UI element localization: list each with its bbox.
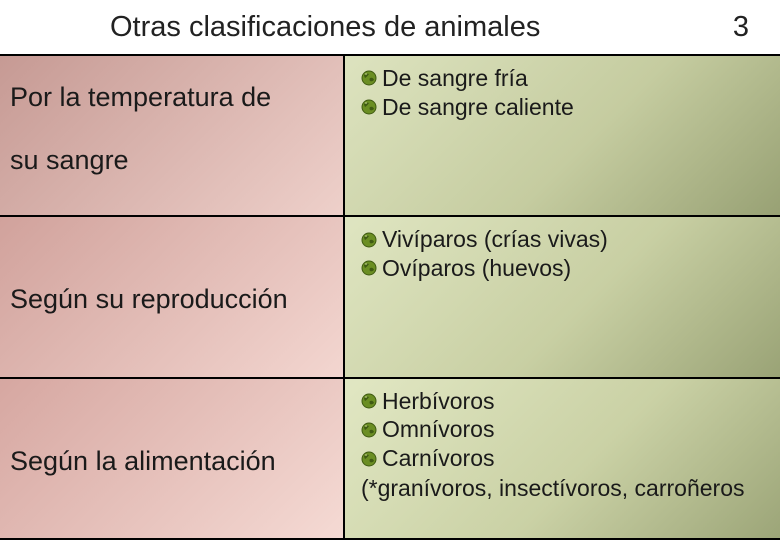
globe-icon bbox=[361, 99, 377, 115]
category-cell-food: Según la alimentación bbox=[0, 379, 345, 540]
slide-title: Otras clasificaciones de animales bbox=[0, 11, 702, 44]
globe-icon bbox=[361, 393, 377, 409]
category-cell-temperature: Por la temperatura de su sangre bbox=[0, 56, 345, 217]
item-text: Herbívoros bbox=[382, 387, 494, 416]
list-item: De sangre caliente bbox=[361, 93, 770, 122]
item-text: De sangre fría bbox=[382, 64, 528, 93]
category-label: Por la temperatura de bbox=[10, 72, 333, 123]
items-cell-temperature: De sangre fría De sangre caliente bbox=[345, 56, 780, 217]
list-item: Carnívoros bbox=[361, 444, 770, 473]
category-label: Según su reproducción bbox=[10, 274, 333, 325]
list-item: Omnívoros bbox=[361, 415, 770, 444]
bullet-list: Vivíparos (crías vivas) Ovíparos (huevos… bbox=[361, 225, 770, 283]
classification-table: Por la temperatura de su sangre De sangr… bbox=[0, 54, 780, 540]
category-cell-reproduction: Según su reproducción bbox=[0, 217, 345, 378]
item-text: Omnívoros bbox=[382, 415, 494, 444]
footnote-text: (*granívoros, insectívoros, carroñeros bbox=[361, 475, 770, 502]
page-number: 3 bbox=[702, 11, 780, 44]
item-text: De sangre caliente bbox=[382, 93, 574, 122]
bullet-list: De sangre fría De sangre caliente bbox=[361, 64, 770, 122]
title-row: Otras clasificaciones de animales 3 bbox=[0, 0, 780, 54]
slide: Otras clasificaciones de animales 3 Por … bbox=[0, 0, 780, 540]
globe-icon bbox=[361, 70, 377, 86]
globe-icon bbox=[361, 260, 377, 276]
item-text: Carnívoros bbox=[382, 444, 494, 473]
globe-icon bbox=[361, 451, 377, 467]
list-item: Herbívoros bbox=[361, 387, 770, 416]
list-item: Ovíparos (huevos) bbox=[361, 254, 770, 283]
bullet-list: Herbívoros Omnívoros Carnívoros bbox=[361, 387, 770, 473]
category-label: su sangre bbox=[10, 135, 333, 186]
items-cell-reproduction: Vivíparos (crías vivas) Ovíparos (huevos… bbox=[345, 217, 780, 378]
globe-icon bbox=[361, 232, 377, 248]
item-text: Ovíparos (huevos) bbox=[382, 254, 571, 283]
list-item: Vivíparos (crías vivas) bbox=[361, 225, 770, 254]
item-text: Vivíparos (crías vivas) bbox=[382, 225, 608, 254]
items-cell-food: Herbívoros Omnívoros Carnívoros (*granív… bbox=[345, 379, 780, 540]
category-label: Según la alimentación bbox=[10, 436, 333, 487]
list-item: De sangre fría bbox=[361, 64, 770, 93]
globe-icon bbox=[361, 422, 377, 438]
